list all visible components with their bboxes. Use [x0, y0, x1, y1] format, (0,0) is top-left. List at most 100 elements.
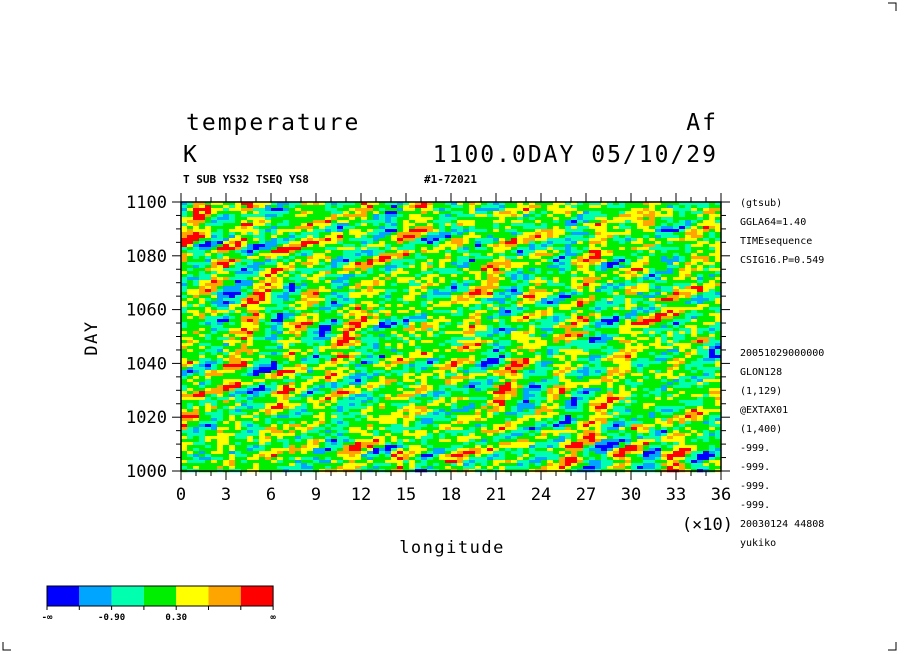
- heatmap-cell: [331, 331, 338, 335]
- heatmap-cell: [661, 313, 668, 317]
- heatmap-cell: [283, 361, 290, 365]
- heatmap-cell: [379, 229, 386, 233]
- heatmap-cell: [343, 229, 350, 233]
- heatmap-cell: [607, 355, 614, 359]
- heatmap-cell: [355, 325, 362, 329]
- heatmap-cell: [577, 226, 584, 230]
- heatmap-cell: [217, 223, 224, 227]
- heatmap-cell: [571, 217, 578, 221]
- heatmap-cell: [397, 322, 404, 326]
- heatmap-cell: [649, 205, 656, 209]
- heatmap-cell: [505, 283, 512, 287]
- heatmap-cell: [313, 223, 320, 227]
- heatmap-cell: [517, 238, 524, 242]
- heatmap-cell: [187, 253, 194, 257]
- heatmap-cell: [607, 313, 614, 317]
- heatmap-cell: [463, 289, 470, 293]
- heatmap-cell: [349, 265, 356, 269]
- heatmap-cell: [505, 355, 512, 359]
- heatmap-cell: [589, 277, 596, 281]
- heatmap-cell: [715, 274, 722, 278]
- heatmap-cell: [601, 211, 608, 215]
- heatmap-cell: [379, 253, 386, 257]
- heatmap-cell: [691, 292, 698, 296]
- heatmap-cell: [565, 319, 572, 323]
- heatmap-cell: [655, 247, 662, 251]
- heatmap-cell: [427, 289, 434, 293]
- heatmap-cell: [307, 319, 314, 323]
- heatmap-cell: [391, 223, 398, 227]
- heatmap-cell: [313, 211, 320, 215]
- heatmap-cell: [409, 343, 416, 347]
- heatmap-cell: [181, 286, 188, 290]
- heatmap-cell: [619, 310, 626, 314]
- heatmap-cell: [457, 265, 464, 269]
- heatmap-cell: [391, 325, 398, 329]
- heatmap-cell: [211, 277, 218, 281]
- heatmap-cell: [307, 271, 314, 275]
- heatmap-cell: [517, 361, 524, 365]
- heatmap-cell: [361, 280, 368, 284]
- heatmap-cell: [259, 235, 266, 239]
- heatmap-cell: [481, 265, 488, 269]
- heatmap-cell: [241, 226, 248, 230]
- heatmap-cell: [301, 310, 308, 314]
- heatmap-cell: [343, 343, 350, 347]
- heatmap-cell: [247, 307, 254, 311]
- heatmap-cell: [307, 262, 314, 266]
- heatmap-cell: [229, 334, 236, 338]
- heatmap-cell: [529, 331, 536, 335]
- heatmap-cell: [385, 211, 392, 215]
- heatmap-cell: [409, 283, 416, 287]
- heatmap-cell: [427, 220, 434, 224]
- heatmap-cell: [355, 355, 362, 359]
- heatmap-cell: [625, 214, 632, 218]
- heatmap-cell: [271, 331, 278, 335]
- heatmap-cell: [295, 331, 302, 335]
- heatmap-cell: [427, 292, 434, 296]
- heatmap-cell: [385, 316, 392, 320]
- heatmap-cell: [637, 304, 644, 308]
- heatmap-cell: [361, 208, 368, 212]
- heatmap-cell: [427, 241, 434, 245]
- heatmap-cell: [367, 226, 374, 230]
- heatmap-cell: [451, 211, 458, 215]
- heatmap-cell: [187, 259, 194, 263]
- heatmap-cell: [355, 331, 362, 335]
- heatmap-cell: [229, 262, 236, 266]
- heatmap-cell: [277, 328, 284, 332]
- heatmap-cell: [643, 364, 650, 368]
- heatmap-cell: [493, 274, 500, 278]
- heatmap-cell: [265, 238, 272, 242]
- heatmap-cell: [295, 271, 302, 275]
- heatmap-cell: [403, 298, 410, 302]
- heatmap-cell: [559, 349, 566, 353]
- heatmap-cell: [271, 271, 278, 275]
- heatmap-cell: [535, 235, 542, 239]
- heatmap-cell: [379, 244, 386, 248]
- heatmap-cell: [583, 298, 590, 302]
- heatmap-cell: [637, 256, 644, 260]
- heatmap-cell: [697, 337, 704, 341]
- heatmap-cell: [667, 304, 674, 308]
- heatmap-cell: [679, 229, 686, 233]
- heatmap-cell: [421, 265, 428, 269]
- heatmap-cell: [613, 226, 620, 230]
- heatmap-cell: [253, 295, 260, 299]
- heatmap-cell: [655, 298, 662, 302]
- heatmap-cell: [235, 217, 242, 221]
- heatmap-cell: [397, 262, 404, 266]
- heatmap-cell: [565, 277, 572, 281]
- heatmap-cell: [367, 307, 374, 311]
- heatmap-cell: [631, 262, 638, 266]
- heatmap-cell: [313, 286, 320, 290]
- heatmap-cell: [337, 286, 344, 290]
- heatmap-cell: [703, 295, 710, 299]
- heatmap-cell: [577, 214, 584, 218]
- heatmap-cell: [265, 262, 272, 266]
- heatmap-cell: [679, 301, 686, 305]
- heatmap-cell: [301, 253, 308, 257]
- heatmap-cell: [409, 220, 416, 224]
- heatmap-cell: [259, 301, 266, 305]
- heatmap-cell: [661, 271, 668, 275]
